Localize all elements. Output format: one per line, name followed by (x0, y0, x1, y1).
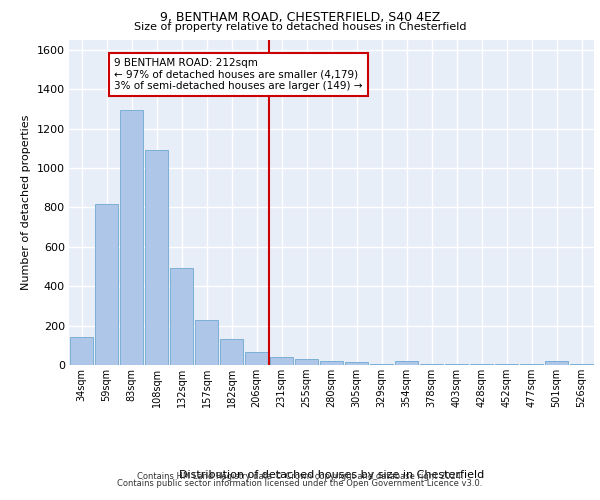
Bar (270, 357, 293, 365)
Text: Contains public sector information licensed under the Open Government Licence v3: Contains public sector information licen… (118, 479, 482, 488)
Bar (545, 362, 568, 365)
Bar (345, 362, 368, 365)
X-axis label: Distribution of detached houses by size in Chesterfield: Distribution of detached houses by size … (179, 470, 484, 480)
Bar (445, 364, 468, 365)
Bar (245, 352, 268, 365)
Bar (195, 320, 218, 365)
Bar (220, 340, 243, 365)
Bar (95, 204, 118, 365)
Bar (370, 364, 393, 365)
Bar (570, 364, 593, 365)
Bar (170, 268, 193, 365)
Bar (395, 362, 418, 365)
Text: Contains HM Land Registry data © Crown copyright and database right 2024.: Contains HM Land Registry data © Crown c… (137, 472, 463, 481)
Bar (70, 338, 93, 365)
Bar (520, 364, 543, 365)
Bar (120, 110, 143, 365)
Bar (295, 359, 318, 365)
Y-axis label: Number of detached properties: Number of detached properties (21, 115, 31, 290)
Bar (495, 364, 518, 365)
Text: 9 BENTHAM ROAD: 212sqm
← 97% of detached houses are smaller (4,179)
3% of semi-d: 9 BENTHAM ROAD: 212sqm ← 97% of detached… (114, 58, 362, 91)
Bar (145, 150, 168, 365)
Text: Size of property relative to detached houses in Chesterfield: Size of property relative to detached ho… (134, 22, 466, 32)
Bar (470, 364, 493, 365)
Bar (320, 361, 343, 365)
Text: 9, BENTHAM ROAD, CHESTERFIELD, S40 4EZ: 9, BENTHAM ROAD, CHESTERFIELD, S40 4EZ (160, 11, 440, 24)
Bar (420, 364, 443, 365)
